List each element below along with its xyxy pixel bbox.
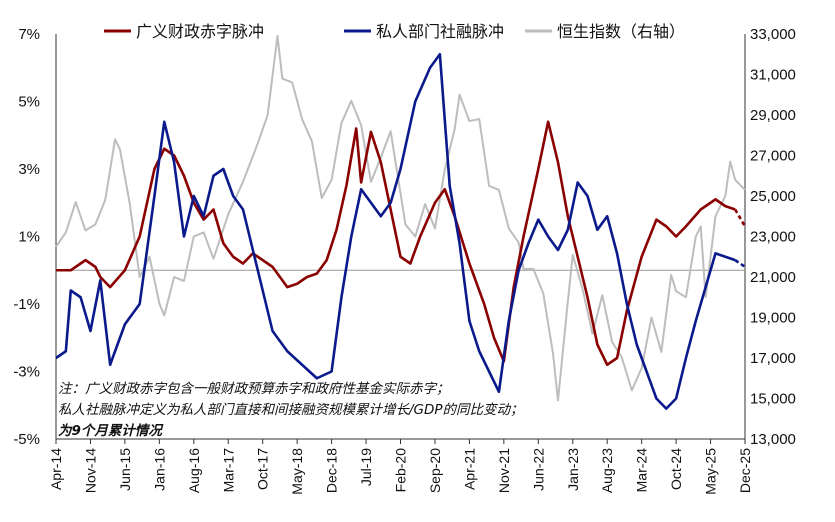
private-credit-pulse-dashed-line: [734, 259, 746, 268]
fiscal-deficit-pulse-dashed-line: [734, 208, 747, 228]
note-line-3: 为9个月累计情况: [58, 423, 164, 439]
legend-label: 广义财政赤字脉冲: [136, 22, 264, 41]
x-tick-label: Feb-20: [393, 448, 409, 493]
notes-annotation: 注：广义财政赤字包含一般财政预算赤字和政府性基金实际赤字； 私人社融脉冲定义为私…: [58, 381, 524, 439]
axes: [55, 34, 746, 440]
x-tick-label: Jul-19: [358, 448, 374, 486]
hang-seng-index-line: [55, 35, 746, 402]
y-right-tick-label: 21,000: [750, 269, 796, 286]
legend-label: 私人部门社融脉冲: [376, 22, 504, 41]
x-tick-label: Mar-17: [220, 448, 236, 493]
x-tick-label: Dec-18: [324, 448, 340, 493]
x-tick-label: Dec-25: [737, 448, 753, 493]
y-left-ticks: 7% 5% 3% 1% -1% -3% -5%: [13, 26, 40, 448]
y-left-tick-label: -1%: [13, 296, 40, 313]
y-right-tick-label: 17,000: [750, 350, 796, 367]
y-right-tick-label: 15,000: [750, 391, 796, 408]
legend-label: 恒生指数（右轴）: [557, 22, 685, 41]
x-tick-label: Jun-15: [117, 448, 133, 491]
x-tick-label: Aug-16: [186, 448, 202, 493]
y-right-tick-label: 23,000: [750, 229, 796, 246]
private-credit-pulse-line: [55, 52, 736, 410]
fiscal-deficit-pulse-line: [56, 120, 736, 367]
x-tick-label: Oct-17: [255, 448, 271, 490]
x-tick-label: Jun-22: [530, 448, 546, 491]
x-ticks: Apr-14 Nov-14 Jun-15 Jan-16 Aug-16 Mar-17 Oct-…: [48, 439, 753, 495]
x-tick-label: Apr-14: [48, 448, 64, 490]
y-right-tick-label: 25,000: [750, 188, 796, 205]
y-right-tick-label: 19,000: [750, 310, 796, 327]
x-tick-label: Nov-14: [82, 448, 98, 493]
y-right-ticks: 33,000 31,000 29,000 27,000 25,000 23,000 21,0…: [750, 26, 796, 448]
x-tick-label: Oct-24: [668, 448, 684, 490]
x-tick-label: Jan-23: [565, 448, 581, 491]
x-tick-label: Nov-21: [496, 448, 512, 493]
y-right-tick-label: 31,000: [750, 67, 796, 84]
note-line-2: 私人社融脉冲定义为私人部门直接和间接融资规模累计增长/GDP的同比变动；: [58, 402, 524, 418]
y-left-tick-label: 5%: [18, 94, 40, 111]
note-line-1: 注：广义财政赤字包含一般财政预算赤字和政府性基金实际赤字；: [58, 381, 450, 397]
x-tick-label: May-25: [703, 448, 719, 495]
y-left-tick-label: 7%: [18, 26, 40, 43]
y-right-tick-label: 27,000: [750, 148, 796, 165]
x-tick-label: May-18: [289, 448, 305, 495]
legend: 广义财政赤字脉冲 私人部门社融脉冲 恒生指数（右轴）: [104, 22, 685, 41]
y-left-tick-label: -5%: [13, 431, 40, 448]
x-tick-label: Jan-16: [151, 448, 167, 491]
y-right-tick-label: 33,000: [750, 26, 796, 43]
y-left-tick-label: 3%: [18, 161, 40, 178]
y-right-tick-label: 29,000: [750, 107, 796, 124]
y-left-tick-label: -3%: [13, 364, 40, 381]
x-tick-label: Aug-23: [599, 448, 615, 493]
x-tick-label: Mar-24: [634, 448, 650, 493]
y-right-tick-label: 13,000: [750, 431, 796, 448]
x-tick-label: Apr-21: [461, 448, 477, 490]
x-tick-label: Sep-20: [427, 448, 443, 493]
series-layer: [55, 35, 747, 410]
y-left-tick-label: 1%: [18, 229, 40, 246]
